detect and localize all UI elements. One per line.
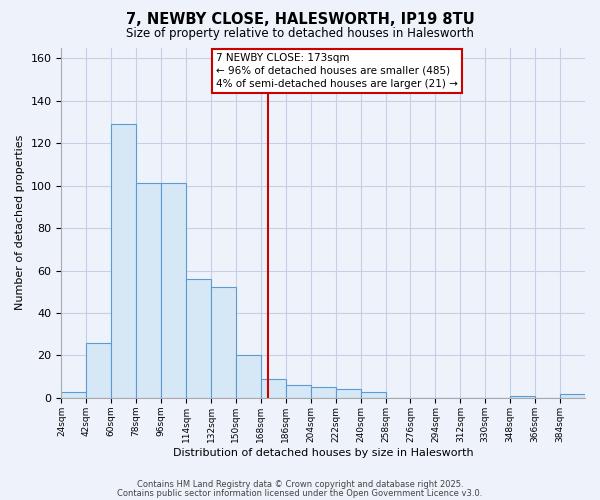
Text: Size of property relative to detached houses in Halesworth: Size of property relative to detached ho…	[126, 28, 474, 40]
Text: Contains public sector information licensed under the Open Government Licence v3: Contains public sector information licen…	[118, 488, 482, 498]
Y-axis label: Number of detached properties: Number of detached properties	[15, 135, 25, 310]
Bar	[111, 124, 136, 398]
Bar	[335, 390, 361, 398]
Bar	[361, 392, 386, 398]
Bar	[261, 379, 286, 398]
Bar	[510, 396, 535, 398]
Bar	[211, 288, 236, 398]
Bar	[560, 394, 585, 398]
Text: 7 NEWBY CLOSE: 173sqm
← 96% of detached houses are smaller (485)
4% of semi-deta: 7 NEWBY CLOSE: 173sqm ← 96% of detached …	[216, 53, 458, 89]
Bar	[236, 356, 261, 398]
Bar	[311, 388, 335, 398]
Bar	[161, 184, 186, 398]
Bar	[61, 392, 86, 398]
Bar	[286, 385, 311, 398]
X-axis label: Distribution of detached houses by size in Halesworth: Distribution of detached houses by size …	[173, 448, 473, 458]
Text: 7, NEWBY CLOSE, HALESWORTH, IP19 8TU: 7, NEWBY CLOSE, HALESWORTH, IP19 8TU	[125, 12, 475, 28]
Bar	[86, 342, 111, 398]
Bar	[186, 279, 211, 398]
Bar	[136, 184, 161, 398]
Text: Contains HM Land Registry data © Crown copyright and database right 2025.: Contains HM Land Registry data © Crown c…	[137, 480, 463, 489]
